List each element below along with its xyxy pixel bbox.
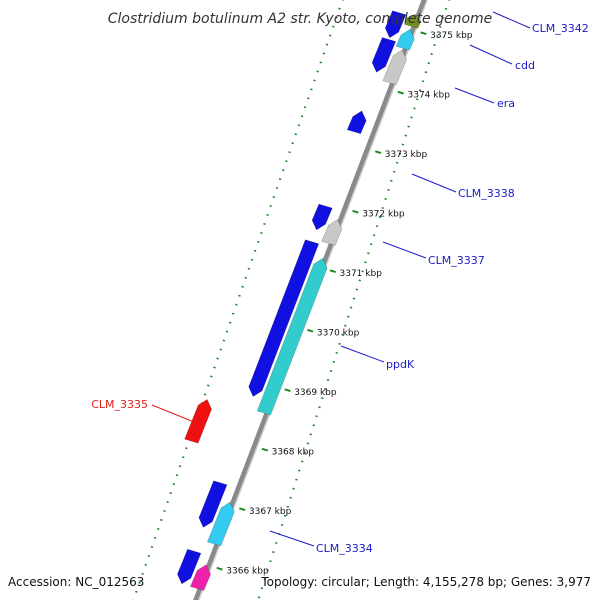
kbp-tick-mark bbox=[284, 388, 291, 393]
gene-arrow[interactable] bbox=[189, 564, 211, 591]
kbp-tick-mark bbox=[397, 90, 404, 95]
gene-arrow[interactable] bbox=[184, 398, 212, 444]
gene-label-clm_3342[interactable]: CLM_3342 bbox=[532, 22, 589, 35]
kbp-tick-label: 3370 kbp bbox=[317, 329, 360, 339]
kbp-tick-label: 3366 kbp bbox=[226, 567, 269, 577]
gene-arrow[interactable] bbox=[403, 13, 422, 29]
kbp-tick-mark bbox=[216, 566, 223, 571]
gene-arrow[interactable] bbox=[198, 480, 228, 528]
gene-label-ppdk[interactable]: ppdK bbox=[386, 358, 415, 371]
kbp-tick-label: 3368 kbp bbox=[272, 448, 315, 458]
kbp-tick-label: 3369 kbp bbox=[294, 388, 337, 398]
gene-label-clm_3338[interactable]: CLM_3338 bbox=[458, 187, 515, 200]
kbp-tick-mark bbox=[352, 209, 359, 214]
inner-dotted-guide bbox=[257, 0, 450, 600]
callout-line bbox=[340, 345, 385, 363]
kbp-tick-label: 3367 kbp bbox=[249, 507, 292, 517]
gene-arrow[interactable] bbox=[256, 257, 328, 416]
gene-arrow[interactable] bbox=[177, 548, 202, 585]
kbp-tick-label: 3371 kbp bbox=[340, 269, 383, 279]
callout-line bbox=[382, 241, 427, 259]
callout-line bbox=[411, 173, 457, 193]
gene-arrow[interactable] bbox=[206, 501, 235, 547]
kbp-tick-label: 3375 kbp bbox=[430, 31, 473, 41]
kbp-tick-mark bbox=[239, 507, 246, 512]
genome-title: Clostridium botulinum A2 str. Kyoto, com… bbox=[108, 11, 493, 27]
callout-line bbox=[151, 404, 195, 423]
gene-label-clm_3334[interactable]: CLM_3334 bbox=[316, 542, 373, 555]
kbp-tick-mark bbox=[420, 31, 427, 36]
kbp-tick-label: 3374 kbp bbox=[408, 91, 451, 101]
callout-line bbox=[469, 44, 513, 65]
gene-label-cdd[interactable]: cdd bbox=[515, 59, 535, 72]
kbp-ticks: 3366 kbp 3367 kbp 3368 kbp 3369 kbp 3370 kbp… bbox=[216, 31, 473, 577]
kbp-tick-label: 3372 kbp bbox=[362, 210, 405, 220]
gene-label-clm_3335[interactable]: CLM_3335 bbox=[91, 398, 148, 411]
gene-arrow[interactable] bbox=[371, 37, 397, 73]
kbp-tick-label: 3373 kbp bbox=[385, 150, 428, 160]
kbp-tick-mark bbox=[307, 328, 314, 333]
gene-arrow[interactable] bbox=[384, 10, 407, 39]
gene-arrow[interactable] bbox=[382, 49, 407, 86]
gene-arrow[interactable] bbox=[346, 110, 367, 135]
gene-label-era[interactable]: era bbox=[497, 97, 515, 110]
gene-features bbox=[177, 10, 422, 591]
gene-label-clm_3337[interactable]: CLM_3337 bbox=[428, 254, 485, 267]
kbp-tick-mark bbox=[261, 447, 269, 452]
gene-arrow[interactable] bbox=[311, 203, 333, 231]
accession-text: Accession: NC_012563 bbox=[8, 575, 144, 589]
callout-line bbox=[269, 530, 315, 547]
callout-line bbox=[492, 11, 531, 29]
gene-arrow[interactable] bbox=[248, 239, 320, 397]
gene-arrow[interactable] bbox=[321, 219, 343, 246]
kbp-tick-mark bbox=[329, 269, 336, 274]
gene-arrow[interactable] bbox=[395, 28, 415, 51]
kbp-tick-mark bbox=[374, 150, 382, 155]
callout-line bbox=[454, 87, 495, 104]
genome-summary-text: Topology: circular; Length: 4,155,278 bp… bbox=[260, 575, 591, 589]
